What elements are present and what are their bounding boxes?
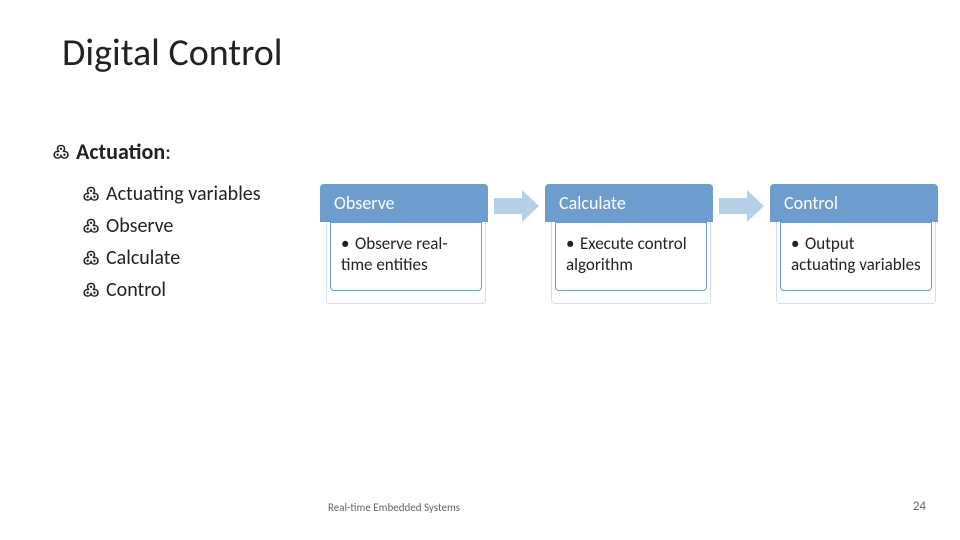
main-bullet-label: Actuation — [76, 138, 165, 165]
slide: Digital Control ߷ Actuation : ߷ Actuatin… — [0, 0, 960, 540]
step-body: •Execute control algorithm — [555, 222, 707, 291]
step-control: Control •Output actuating variables — [770, 184, 938, 291]
arrow-icon — [494, 190, 539, 230]
step-header: Observe — [320, 184, 488, 222]
step-body: •Output actuating variables — [780, 222, 932, 291]
main-bullet: ߷ Actuation : — [52, 138, 171, 165]
sub-bullet-item: ߷ Calculate — [82, 242, 261, 274]
sub-bullet-text: Control — [106, 274, 166, 306]
scroll-bullet-icon: ߷ — [52, 140, 70, 164]
step-body: •Observe real-time entities — [330, 222, 482, 291]
process-diagram: Observe •Observe real-time entities Calc… — [320, 184, 950, 324]
page-number: 24 — [913, 499, 926, 514]
step-body-text: •Observe real-time entities — [341, 233, 471, 276]
step-body-text: •Execute control algorithm — [566, 233, 696, 276]
scroll-bullet-icon: ߷ — [82, 212, 100, 241]
step-observe: Observe •Observe real-time entities — [320, 184, 488, 291]
footer-text: Real-time Embedded Systems — [328, 501, 460, 514]
sub-bullet-text: Observe — [106, 210, 173, 242]
sub-bullet-list: ߷ Actuating variables ߷ Observe ߷ Calcul… — [82, 178, 261, 306]
sub-bullet-item: ߷ Control — [82, 274, 261, 306]
scroll-bullet-icon: ߷ — [82, 276, 100, 305]
sub-bullet-item: ߷ Actuating variables — [82, 178, 261, 210]
step-header: Calculate — [545, 184, 713, 222]
main-bullet-suffix: : — [165, 138, 171, 165]
sub-bullet-item: ߷ Observe — [82, 210, 261, 242]
scroll-bullet-icon: ߷ — [82, 180, 100, 209]
step-header: Control — [770, 184, 938, 222]
slide-title: Digital Control — [62, 30, 283, 76]
step-body-text: •Output actuating variables — [791, 233, 921, 276]
sub-bullet-text: Calculate — [106, 242, 180, 274]
sub-bullet-text: Actuating variables — [106, 178, 261, 210]
scroll-bullet-icon: ߷ — [82, 244, 100, 273]
arrow-icon — [719, 190, 764, 230]
step-calculate: Calculate •Execute control algorithm — [545, 184, 713, 291]
